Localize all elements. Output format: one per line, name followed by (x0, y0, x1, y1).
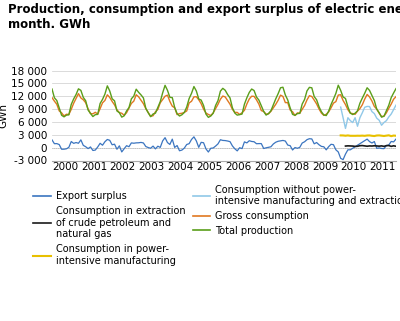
Y-axis label: GWh: GWh (0, 103, 8, 128)
Text: Production, consumption and export surplus of electric energy per
month. GWh: Production, consumption and export surpl… (8, 3, 400, 31)
Legend: Export surplus, Consumption in extraction
of crude petroleum and
natural gas, Co: Export surplus, Consumption in extractio… (29, 181, 400, 270)
